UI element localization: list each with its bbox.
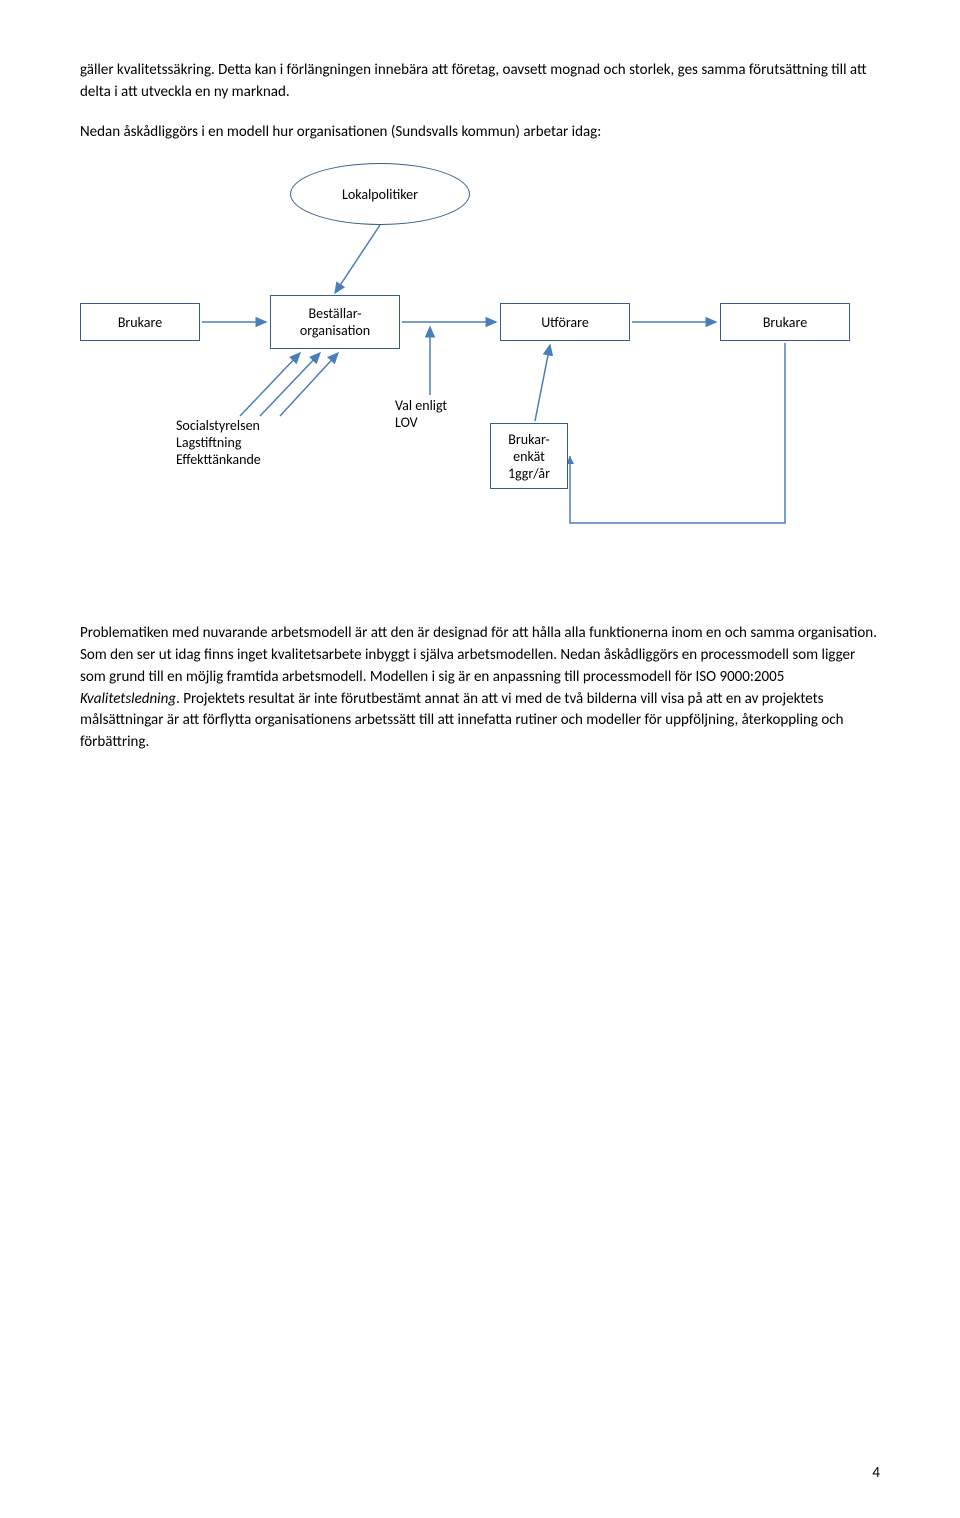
- label-val: Val enligt LOV: [395, 398, 447, 432]
- node-brukare-right: Brukare: [720, 303, 850, 341]
- paragraph-3b: . Projektets resultat är inte förutbestä…: [80, 690, 844, 752]
- node-utforare-label: Utförare: [541, 314, 589, 331]
- node-brukare-left: Brukare: [80, 303, 200, 341]
- node-lokalpolitiker: Lokalpolitiker: [290, 163, 470, 225]
- node-bestallar: Beställar- organisation: [270, 295, 400, 349]
- node-brukare-right-label: Brukare: [763, 314, 807, 331]
- org-model-diagram: Lokalpolitiker Brukare Beställar- organi…: [80, 163, 860, 583]
- paragraph-2: Nedan åskådliggörs i en modell hur organ…: [80, 122, 880, 144]
- paragraph-3a: Problematiken med nuvarande arbetsmodell…: [80, 624, 877, 686]
- node-enkat-label: Brukar- enkät 1ggr/år: [508, 431, 550, 482]
- node-lokalpolitiker-label: Lokalpolitiker: [342, 186, 418, 203]
- paragraph-3-italic: Kvalitetsledning: [80, 690, 176, 708]
- label-social: Socialstyrelsen Lagstiftning Effekttänka…: [176, 418, 261, 468]
- paragraph-3: Problematiken med nuvarande arbetsmodell…: [80, 623, 880, 754]
- node-utforare: Utförare: [500, 303, 630, 341]
- node-enkat: Brukar- enkät 1ggr/år: [490, 423, 568, 489]
- page-number: 4: [872, 1464, 880, 1482]
- node-bestallar-label: Beställar- organisation: [300, 305, 370, 339]
- diagram-connectors: [80, 163, 860, 583]
- node-brukare-left-label: Brukare: [118, 314, 162, 331]
- paragraph-1: gäller kvalitetssäkring. Detta kan i för…: [80, 60, 880, 104]
